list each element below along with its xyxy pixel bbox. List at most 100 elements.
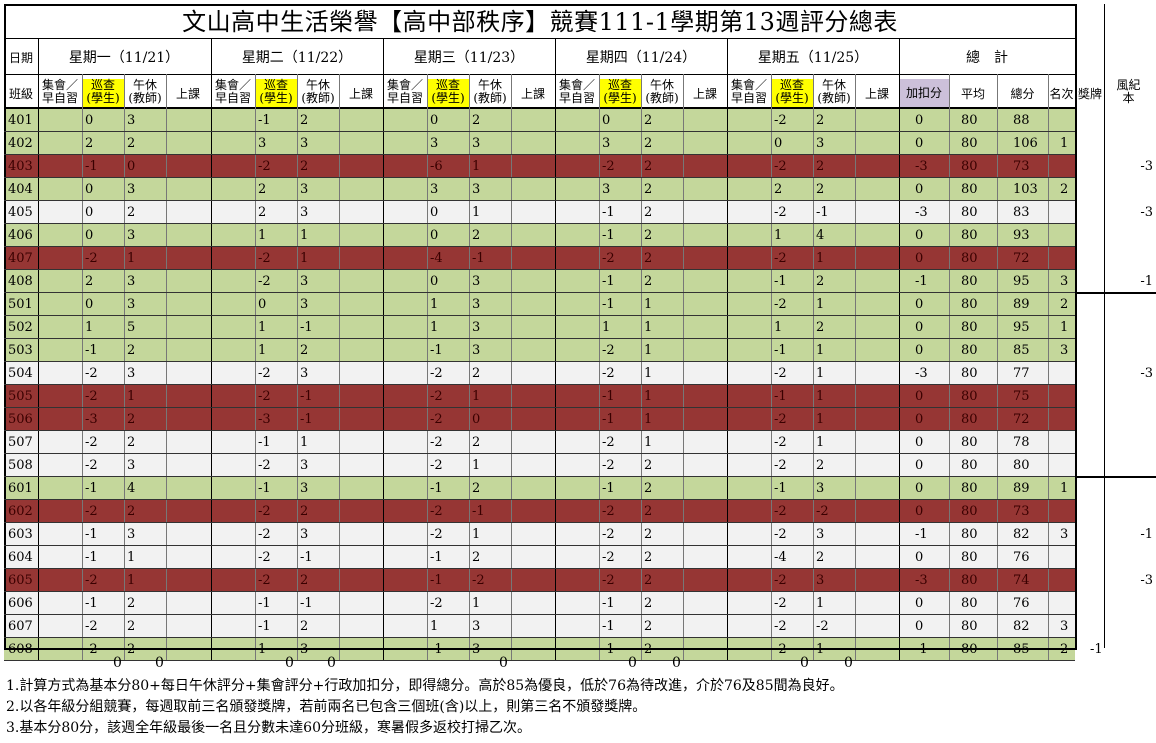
conduct-value: [1123, 592, 1153, 615]
award-value: [1090, 454, 1114, 477]
footer-total: 0: [113, 655, 122, 671]
avg-value: 80: [961, 481, 978, 496]
assembly-line1: 集會／: [730, 78, 767, 92]
patrol-score: -2: [258, 550, 271, 565]
patrol-score: -2: [430, 435, 443, 450]
patrol-score: 1: [430, 297, 439, 312]
conduct-value: -3: [1140, 159, 1153, 174]
patrol-score: -2: [774, 297, 787, 312]
noon-score: -1: [300, 550, 313, 565]
grid-line: [4, 269, 1075, 270]
grid-line: [4, 522, 1075, 523]
patrol-score: -2: [774, 504, 787, 519]
grid-line: [1104, 4, 1105, 648]
noon-score: 3: [127, 527, 136, 542]
award-value: [1090, 247, 1114, 270]
patrol-score: -2: [774, 458, 787, 473]
conduct-value: -1: [1140, 274, 1153, 289]
noon-score: 3: [127, 297, 136, 312]
rank-value: 1: [1060, 481, 1069, 496]
table-row: [4, 569, 1075, 592]
noon-score: -1: [816, 205, 829, 220]
table-row: [4, 270, 1075, 293]
noon-line1: 午休: [649, 78, 674, 92]
day-header: 星期一（11/21）: [68, 50, 180, 66]
total-value: 77: [1013, 366, 1030, 381]
noon-score: 2: [816, 274, 825, 289]
noon-score: 1: [127, 251, 136, 266]
avg-value: 80: [961, 159, 978, 174]
noon-score: 2: [127, 343, 136, 358]
noon-score: 2: [300, 159, 309, 174]
patrol-score: 1: [258, 228, 267, 243]
assembly-header: 集會／ 早自習: [727, 79, 771, 107]
total-value: 89: [1013, 297, 1030, 312]
rank-value: 1: [1060, 320, 1069, 335]
assembly-line1: 集會／: [386, 78, 423, 92]
total-header: 總 計: [966, 50, 1008, 66]
grid-line: [599, 74, 600, 661]
rank-value: 2: [1060, 182, 1069, 197]
rank-value: 1: [1060, 136, 1069, 151]
rank-value: [1060, 454, 1076, 477]
noon-line2: (教師): [817, 91, 851, 105]
conduct-value: -1: [1140, 527, 1153, 542]
award-value: [1090, 270, 1114, 293]
rank-value: [1060, 500, 1076, 523]
table-row: [4, 408, 1075, 431]
patrol-score: -2: [430, 527, 443, 542]
patrol-score: -2: [258, 274, 271, 289]
noon-score: 1: [816, 343, 825, 358]
patrol-score: -1: [602, 389, 615, 404]
total-value: 82: [1013, 619, 1030, 634]
table-row: [4, 132, 1075, 155]
assembly-line2: 早自習: [558, 91, 595, 105]
bonus-value: 0: [915, 619, 924, 634]
patrol-score: 1: [258, 320, 267, 335]
total-value: 76: [1013, 596, 1030, 611]
conduct-value: [1123, 385, 1153, 408]
conduct-value: [1123, 247, 1153, 270]
noon-score: 2: [644, 182, 653, 197]
grid-line: [1077, 476, 1156, 478]
bonus-value: 0: [915, 481, 924, 496]
class-label: 班級: [8, 87, 33, 101]
patrol-score: -1: [85, 596, 98, 611]
patrol-score: -1: [602, 228, 615, 243]
grid-line: [641, 74, 642, 661]
assembly-header: 集會／ 早自習: [211, 79, 255, 107]
assembly-header: 集會／ 早自習: [38, 79, 82, 107]
patrol-score: -2: [602, 251, 615, 266]
patrol-score: -1: [774, 274, 787, 289]
noon-score: 1: [127, 550, 136, 565]
avg-value: 80: [961, 435, 978, 450]
award-value: [1090, 615, 1114, 638]
patrol-header: 巡查 (學生): [82, 79, 124, 107]
table-row: [4, 109, 1075, 132]
noon-score: 2: [300, 343, 309, 358]
noon-line1: 午休: [477, 78, 502, 92]
noon-score: 3: [127, 274, 136, 289]
noon-score: 3: [300, 481, 309, 496]
noon-score: 0: [127, 159, 136, 174]
award-value: -1: [1090, 642, 1103, 657]
patrol-score: 1: [602, 320, 611, 335]
noon-line1: 午休: [132, 78, 157, 92]
noon-score: 2: [644, 573, 653, 588]
grid-line: [469, 74, 470, 661]
class-number: 607: [8, 619, 33, 634]
conduct-value: [1123, 546, 1153, 569]
patrol-score: -2: [85, 251, 98, 266]
patrol-score: -1: [430, 573, 443, 588]
noon-score: 1: [644, 412, 653, 427]
noon-score: 2: [472, 481, 481, 496]
award-value: [1090, 523, 1114, 546]
grid-line: [4, 591, 1075, 592]
patrol-score: -2: [774, 527, 787, 542]
patrol-score: 3: [430, 136, 439, 151]
noon-score: 2: [816, 182, 825, 197]
noon-score: 1: [816, 297, 825, 312]
grid-line: [4, 177, 1075, 178]
day-header: 星期三（11/23）: [413, 50, 525, 66]
total-value: 83: [1013, 205, 1030, 220]
